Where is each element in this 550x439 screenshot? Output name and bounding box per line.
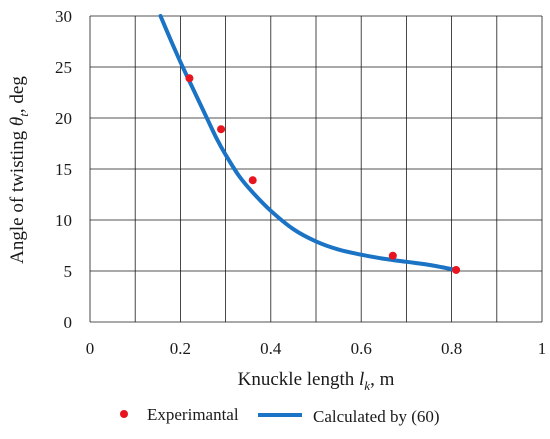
x-tick-label: 0.2 xyxy=(170,339,191,358)
series-calculated xyxy=(158,14,459,272)
grid xyxy=(89,15,543,323)
series-experimental xyxy=(185,74,461,274)
y-tick-labels: 0 5 10 15 20 25 30 xyxy=(55,7,72,332)
y-tick-label: 5 xyxy=(64,262,73,281)
y-tick-label: 10 xyxy=(55,211,72,230)
legend: Experimantal Calculated by (60) xyxy=(120,405,440,426)
experimental-point xyxy=(248,176,257,185)
experimental-point xyxy=(452,265,461,274)
x-axis-title: Knuckle length lk, m xyxy=(238,369,395,393)
x-tick-label: 0.8 xyxy=(441,339,462,358)
y-tick-label: 20 xyxy=(55,109,72,128)
x-tick-label: 0 xyxy=(86,339,95,358)
experimental-point xyxy=(217,125,226,134)
x-tick-labels: 0 0.2 0.4 0.6 0.8 1 xyxy=(86,339,547,358)
legend-label-calculated: Calculated by (60) xyxy=(313,407,440,426)
experimental-point xyxy=(185,74,194,83)
x-tick-label: 0.6 xyxy=(351,339,372,358)
legend-marker-experimental xyxy=(120,410,128,418)
y-axis-title: Angle of twisting θt, deg xyxy=(7,76,31,264)
y-tick-label: 25 xyxy=(55,58,72,77)
x-tick-label: 0.4 xyxy=(260,339,282,358)
y-tick-label: 0 xyxy=(64,313,73,332)
x-tick-label: 1 xyxy=(538,339,547,358)
y-tick-label: 30 xyxy=(55,7,72,26)
experimental-point xyxy=(388,251,397,260)
legend-label-experimental: Experimantal xyxy=(147,405,239,424)
y-tick-label: 15 xyxy=(55,160,72,179)
calculated-curve xyxy=(158,14,459,272)
